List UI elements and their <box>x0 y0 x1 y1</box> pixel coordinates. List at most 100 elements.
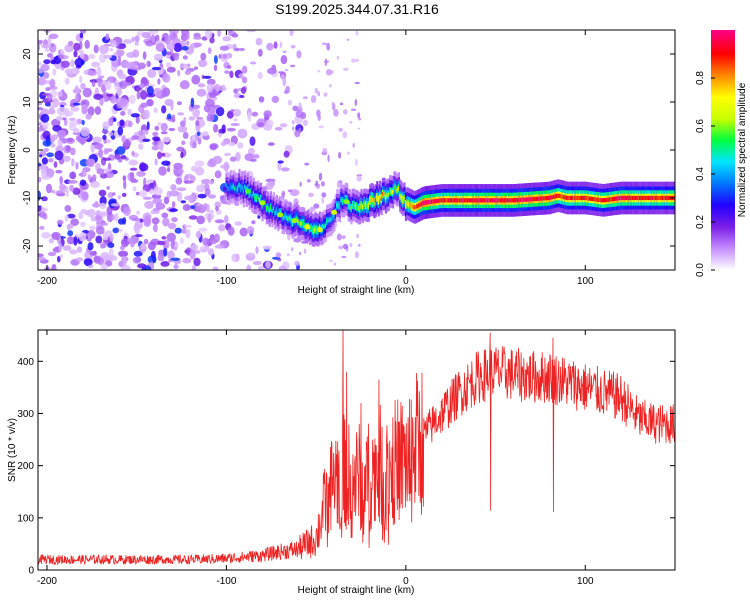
spectrogram-noise-blob <box>252 260 262 266</box>
spectrogram-track-cell <box>248 191 251 196</box>
spectrogram-noise-blob <box>249 136 256 146</box>
spectrogram-faint-blob <box>355 158 358 166</box>
spectrogram-noise-blob <box>162 73 171 83</box>
spectrogram-noise-blob <box>73 127 80 134</box>
spectrogram-noise-blob <box>51 43 54 48</box>
spectrogram-noise-blob <box>202 131 209 137</box>
spectrogram-noise-blob <box>258 96 265 103</box>
spectrogram-noise-blob <box>67 40 74 47</box>
spectrogram-track-cell <box>330 217 333 222</box>
spectrogram-track-cell <box>518 197 521 203</box>
spectrogram-track-cell <box>252 191 255 196</box>
spectrogram-track-cell <box>637 195 640 201</box>
spectrogram-track-cell <box>562 194 565 200</box>
spectrogram-noise-blob <box>88 53 96 60</box>
spectrogram-track-cell <box>528 197 531 202</box>
spectrogram-faint-blob <box>294 260 300 266</box>
spectrogram-noise-blob <box>87 242 94 251</box>
spectrogram-faint-blob <box>333 262 337 266</box>
spectrogram-noise-blob <box>92 174 97 181</box>
spectrogram-faint-blob <box>308 192 314 198</box>
spectrogram-noise-blob <box>87 264 94 268</box>
spectrogram-track-cell <box>357 206 360 211</box>
spectrogram-noise-blob <box>244 153 254 161</box>
spectrogram-noise-blob <box>173 42 182 53</box>
spectrogram-noise-blob <box>58 54 64 59</box>
spectrogram-faint-blob <box>304 162 310 166</box>
spectrogram-track-cell <box>260 196 263 202</box>
spectrogram-noise-blob <box>65 187 69 198</box>
spectrogram-track-cell <box>529 197 532 202</box>
spectrogram-faint-blob <box>314 183 319 187</box>
spectrogram-track-cell <box>588 196 591 201</box>
spectrogram-noise-blob <box>59 184 66 191</box>
spectrogram-track-cell <box>337 203 340 208</box>
spectrogram-noise-blob <box>75 162 79 170</box>
spectrogram-noise-blob <box>209 238 217 245</box>
spectrogram-faint-blob <box>338 127 344 132</box>
spectrogram-noise-blob <box>202 237 210 246</box>
spectrogram-noise-blob <box>143 238 149 245</box>
spectrogram-faint-blob <box>341 235 346 240</box>
spectrogram-faint-blob <box>328 83 333 88</box>
spectrogram-noise-blob <box>190 97 195 108</box>
spectrogram-noise-blob <box>137 263 147 269</box>
y-tick-label: 10 <box>22 96 33 108</box>
spectrogram-track-cell <box>237 186 240 192</box>
spectrogram-track-cell <box>402 197 405 202</box>
spectrogram-noise-blob <box>68 120 79 127</box>
spectrogram-track-cell <box>433 199 436 204</box>
spectrogram-track-cell <box>515 198 518 203</box>
spectrogram-noise-blob <box>162 217 170 227</box>
spectrogram-track-cell <box>364 202 367 208</box>
spectrogram-faint-blob <box>286 253 290 257</box>
spectrogram-noise-blob <box>106 93 113 97</box>
spectrogram-noise-blob <box>102 231 109 241</box>
spectrogram-noise-blob <box>130 113 140 118</box>
spectrogram-noise-blob <box>177 69 181 77</box>
spectrogram-noise-blob <box>258 265 264 270</box>
spectrogram-track-cell <box>557 193 560 198</box>
spectrogram-noise-blob <box>94 143 103 150</box>
spectrogram-track-cell <box>321 226 324 231</box>
spectrogram-noise-blob <box>265 181 274 191</box>
spectrogram-noise-field <box>38 30 363 270</box>
spectrogram-faint-blob <box>303 248 307 254</box>
spectrogram-track-cell <box>453 198 456 203</box>
spectrogram-noise-blob <box>240 86 247 95</box>
spectrogram-noise-blob <box>110 97 117 104</box>
spectrogram-noise-blob <box>48 33 59 40</box>
spectrogram-noise-blob <box>223 161 230 172</box>
spectrogram-track-cell <box>350 206 353 211</box>
spectrogram-track-cell <box>495 198 498 203</box>
spectrogram-track-cell <box>272 206 276 211</box>
spectrogram-noise-blob <box>139 163 149 172</box>
spectrogram-track-cell <box>644 195 647 201</box>
spectrogram-track-cell <box>633 195 636 201</box>
spectrogram-noise-blob <box>41 43 51 49</box>
spectrogram-track-cell <box>535 196 538 201</box>
spectrogram-noise-blob <box>108 198 117 209</box>
snr-panel: -200 -100 0 100 0 100 200 300 400 Height of str… <box>7 329 676 596</box>
spectrogram-noise-blob <box>257 48 263 57</box>
spectrogram-noise-blob <box>172 32 176 38</box>
spectrogram-faint-blob <box>349 243 353 248</box>
spectrogram-noise-blob <box>175 177 183 185</box>
spectrogram-track-cell <box>356 204 359 209</box>
spectrogram-noise-blob <box>224 70 230 74</box>
spectrogram-track-cell <box>295 216 298 221</box>
spectrogram-track-cell <box>449 198 452 203</box>
snr-x-ticks: -200 -100 0 100 <box>37 330 594 587</box>
spectrogram-noise-blob <box>133 250 143 257</box>
spectrogram-noise-blob <box>148 30 159 35</box>
spectrogram-track-cell <box>620 195 623 201</box>
spectrogram-noise-blob <box>135 116 140 124</box>
x-tick-label: -100 <box>216 276 236 287</box>
spectrogram-noise-blob <box>218 54 222 59</box>
spectrogram-noise-blob <box>209 143 219 150</box>
spectrogram-track-cell <box>265 206 268 211</box>
spectrogram-noise-blob <box>190 205 196 210</box>
spectrogram-noise-blob <box>204 188 211 196</box>
spectrogram-noise-blob <box>180 151 184 159</box>
spectrogram-noise-blob <box>53 161 58 168</box>
